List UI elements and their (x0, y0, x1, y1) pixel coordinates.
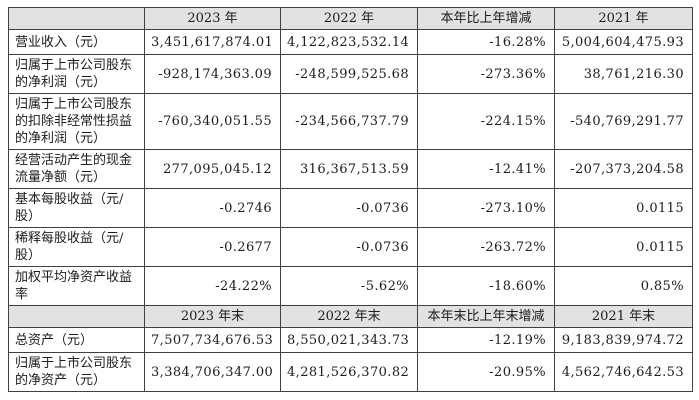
cell-value: 3,451,617,874.01 (144, 29, 281, 55)
cell-value: -224.15% (417, 93, 555, 150)
cell-value: 277,095,045.12 (144, 149, 281, 189)
cell-value: -273.10% (417, 188, 555, 228)
cell-value: 4,122,823,532.14 (280, 29, 418, 55)
annual-header-row: 2023 年 2022 年 本年比上年增减 2021 年 (8, 7, 693, 30)
cell-value: -540,769,291.77 (554, 93, 693, 150)
column-header-2021: 2021 年 (554, 7, 693, 30)
row-label: 归属于上市公司股东的净利润（元） (8, 54, 145, 94)
cell-value: 0.0115 (554, 188, 693, 228)
cell-value: -760,340,051.55 (144, 93, 281, 150)
column-header-blank (8, 305, 145, 328)
financial-summary: 2023 年 2022 年 本年比上年增减 2021 年 营业收入（元） 3,4… (8, 7, 693, 392)
cell-value: -20.95% (417, 352, 555, 392)
cell-value: -234,566,737.79 (280, 93, 418, 150)
cell-value: -12.41% (417, 149, 555, 189)
row-label: 加权平均净资产收益率 (8, 266, 145, 306)
cell-value: 0.0115 (554, 227, 693, 267)
row-label: 营业收入（元） (8, 29, 145, 55)
cell-value: -16.28% (417, 29, 555, 55)
cell-value: 38,761,216.30 (554, 54, 693, 94)
financial-summary-table: 2023 年 2022 年 本年比上年增减 2021 年 营业收入（元） 3,4… (8, 7, 693, 392)
table-row-diluted-eps: 稀释每股收益（元/股） -0.2677 -0.0736 -263.72% 0.0… (8, 227, 693, 267)
cell-value: -18.60% (417, 266, 555, 306)
cell-value: -5.62% (280, 266, 418, 306)
cell-value: -0.0736 (280, 188, 418, 228)
cell-value: -0.2746 (144, 188, 281, 228)
cell-value: 9,183,839,974.72 (554, 327, 693, 353)
cell-value: -207,373,204.58 (554, 149, 693, 189)
cell-value: 4,281,526,370.82 (280, 352, 418, 392)
year-end-header-row: 2023 年末 2022 年末 本年末比上年末增减 2021 年末 (8, 305, 693, 328)
table-row-basic-eps: 基本每股收益（元/股） -0.2746 -0.0736 -273.10% 0.0… (8, 188, 693, 228)
cell-value: 7,507,734,676.53 (144, 327, 281, 353)
cell-value: -12.19% (417, 327, 555, 353)
column-header-2022: 2022 年 (280, 7, 418, 30)
table-row-net-profit: 归属于上市公司股东的净利润（元） -928,174,363.09 -248,59… (8, 54, 693, 94)
table-row-revenue: 营业收入（元） 3,451,617,874.01 4,122,823,532.1… (8, 29, 693, 55)
cell-value: -248,599,525.68 (280, 54, 418, 94)
column-header-2023: 2023 年 (144, 7, 281, 30)
column-header-year-end-change: 本年末比上年末增减 (417, 305, 555, 328)
table-row-total-assets: 总资产（元） 7,507,734,676.53 8,550,021,343.73… (8, 327, 693, 353)
table-row-operating-cash-flow: 经营活动产生的现金流量净额（元） 277,095,045.12 316,367,… (8, 149, 693, 189)
row-label: 经营活动产生的现金流量净额（元） (8, 149, 145, 189)
column-header-2023-end: 2023 年末 (144, 305, 281, 328)
cell-value: -0.2677 (144, 227, 281, 267)
row-label: 基本每股收益（元/股） (8, 188, 145, 228)
cell-value: -263.72% (417, 227, 555, 267)
table-row-weighted-avg-roe: 加权平均净资产收益率 -24.22% -5.62% -18.60% 0.85% (8, 266, 693, 306)
cell-value: -928,174,363.09 (144, 54, 281, 94)
cell-value: 316,367,513.59 (280, 149, 418, 189)
column-header-2022-end: 2022 年末 (280, 305, 418, 328)
row-label: 稀释每股收益（元/股） (8, 227, 145, 267)
column-header-yoy-change: 本年比上年增减 (417, 7, 555, 30)
row-label: 总资产（元） (8, 327, 145, 353)
cell-value: -0.0736 (280, 227, 418, 267)
cell-value: -273.36% (417, 54, 555, 94)
row-label: 归属于上市公司股东的净资产（元） (8, 352, 145, 392)
cell-value: 3,384,706,347.00 (144, 352, 281, 392)
cell-value: -24.22% (144, 266, 281, 306)
table-row-net-profit-deducted: 归属于上市公司股东的扣除非经常性损益的净利润（元） -760,340,051.5… (8, 93, 693, 150)
column-header-blank (8, 7, 145, 30)
cell-value: 0.85% (554, 266, 693, 306)
cell-value: 8,550,021,343.73 (280, 327, 418, 353)
row-label: 归属于上市公司股东的扣除非经常性损益的净利润（元） (8, 93, 145, 150)
cell-value: 5,004,604,475.93 (554, 29, 693, 55)
column-header-2021-end: 2021 年末 (554, 305, 693, 328)
table-row-net-assets: 归属于上市公司股东的净资产（元） 3,384,706,347.00 4,281,… (8, 352, 693, 392)
cell-value: 4,562,746,642.53 (554, 352, 693, 392)
